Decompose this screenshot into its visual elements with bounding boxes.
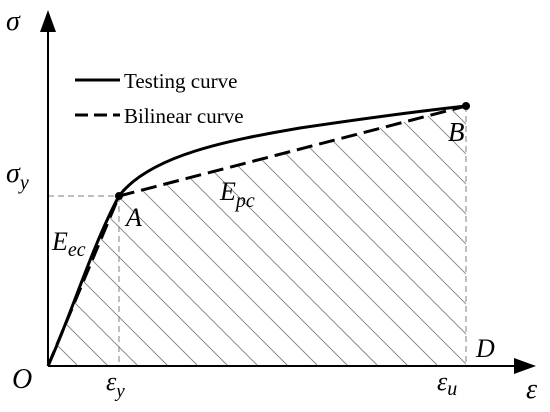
hatch-line: [48, 106, 139, 366]
sigma-y-label: σy: [6, 158, 29, 194]
hatch-line: [257, 106, 466, 366]
legend: Testing curve Bilinear curve: [75, 69, 244, 128]
hatch-line: [347, 106, 466, 366]
point-a-marker: [115, 192, 123, 200]
eps-y-label: εy: [106, 367, 125, 402]
point-a-label: A: [124, 203, 142, 232]
testing-curve: [46, 104, 467, 367]
hatch-line: [137, 106, 409, 366]
hatched-area: [48, 96, 550, 366]
hatch-line: [407, 106, 466, 366]
hatch-line: [107, 106, 379, 366]
hatch-line: [197, 106, 466, 366]
origin-label: O: [12, 364, 32, 395]
eps-u-label: εu: [437, 367, 457, 400]
legend-testing-label: Testing curve: [124, 69, 237, 93]
x-axis-arrow: [514, 358, 536, 374]
legend-bilinear-label: Bilinear curve: [124, 104, 244, 128]
hatch-line: [317, 106, 466, 366]
hatch-line: [48, 106, 319, 366]
point-b-label: B: [448, 117, 465, 147]
point-b-marker: [462, 102, 470, 110]
hatch-line: [48, 106, 199, 366]
y-axis-arrow: [40, 10, 56, 32]
point-d-label: D: [475, 334, 495, 363]
bilinear-curve: [46, 104, 467, 367]
hatch-line: [48, 106, 259, 366]
hatch-line: [48, 106, 49, 366]
hatch-line: [167, 106, 439, 366]
y-axis-symbol: σ: [6, 6, 21, 37]
eec-label: Eec: [51, 227, 86, 261]
hatch-line: [377, 106, 466, 366]
x-axis-symbol: ε: [526, 374, 537, 405]
hatch-line: [48, 106, 229, 366]
hatch-line: [48, 106, 169, 366]
epc-label: Epc: [219, 177, 255, 212]
hatch-line: [468, 96, 550, 366]
